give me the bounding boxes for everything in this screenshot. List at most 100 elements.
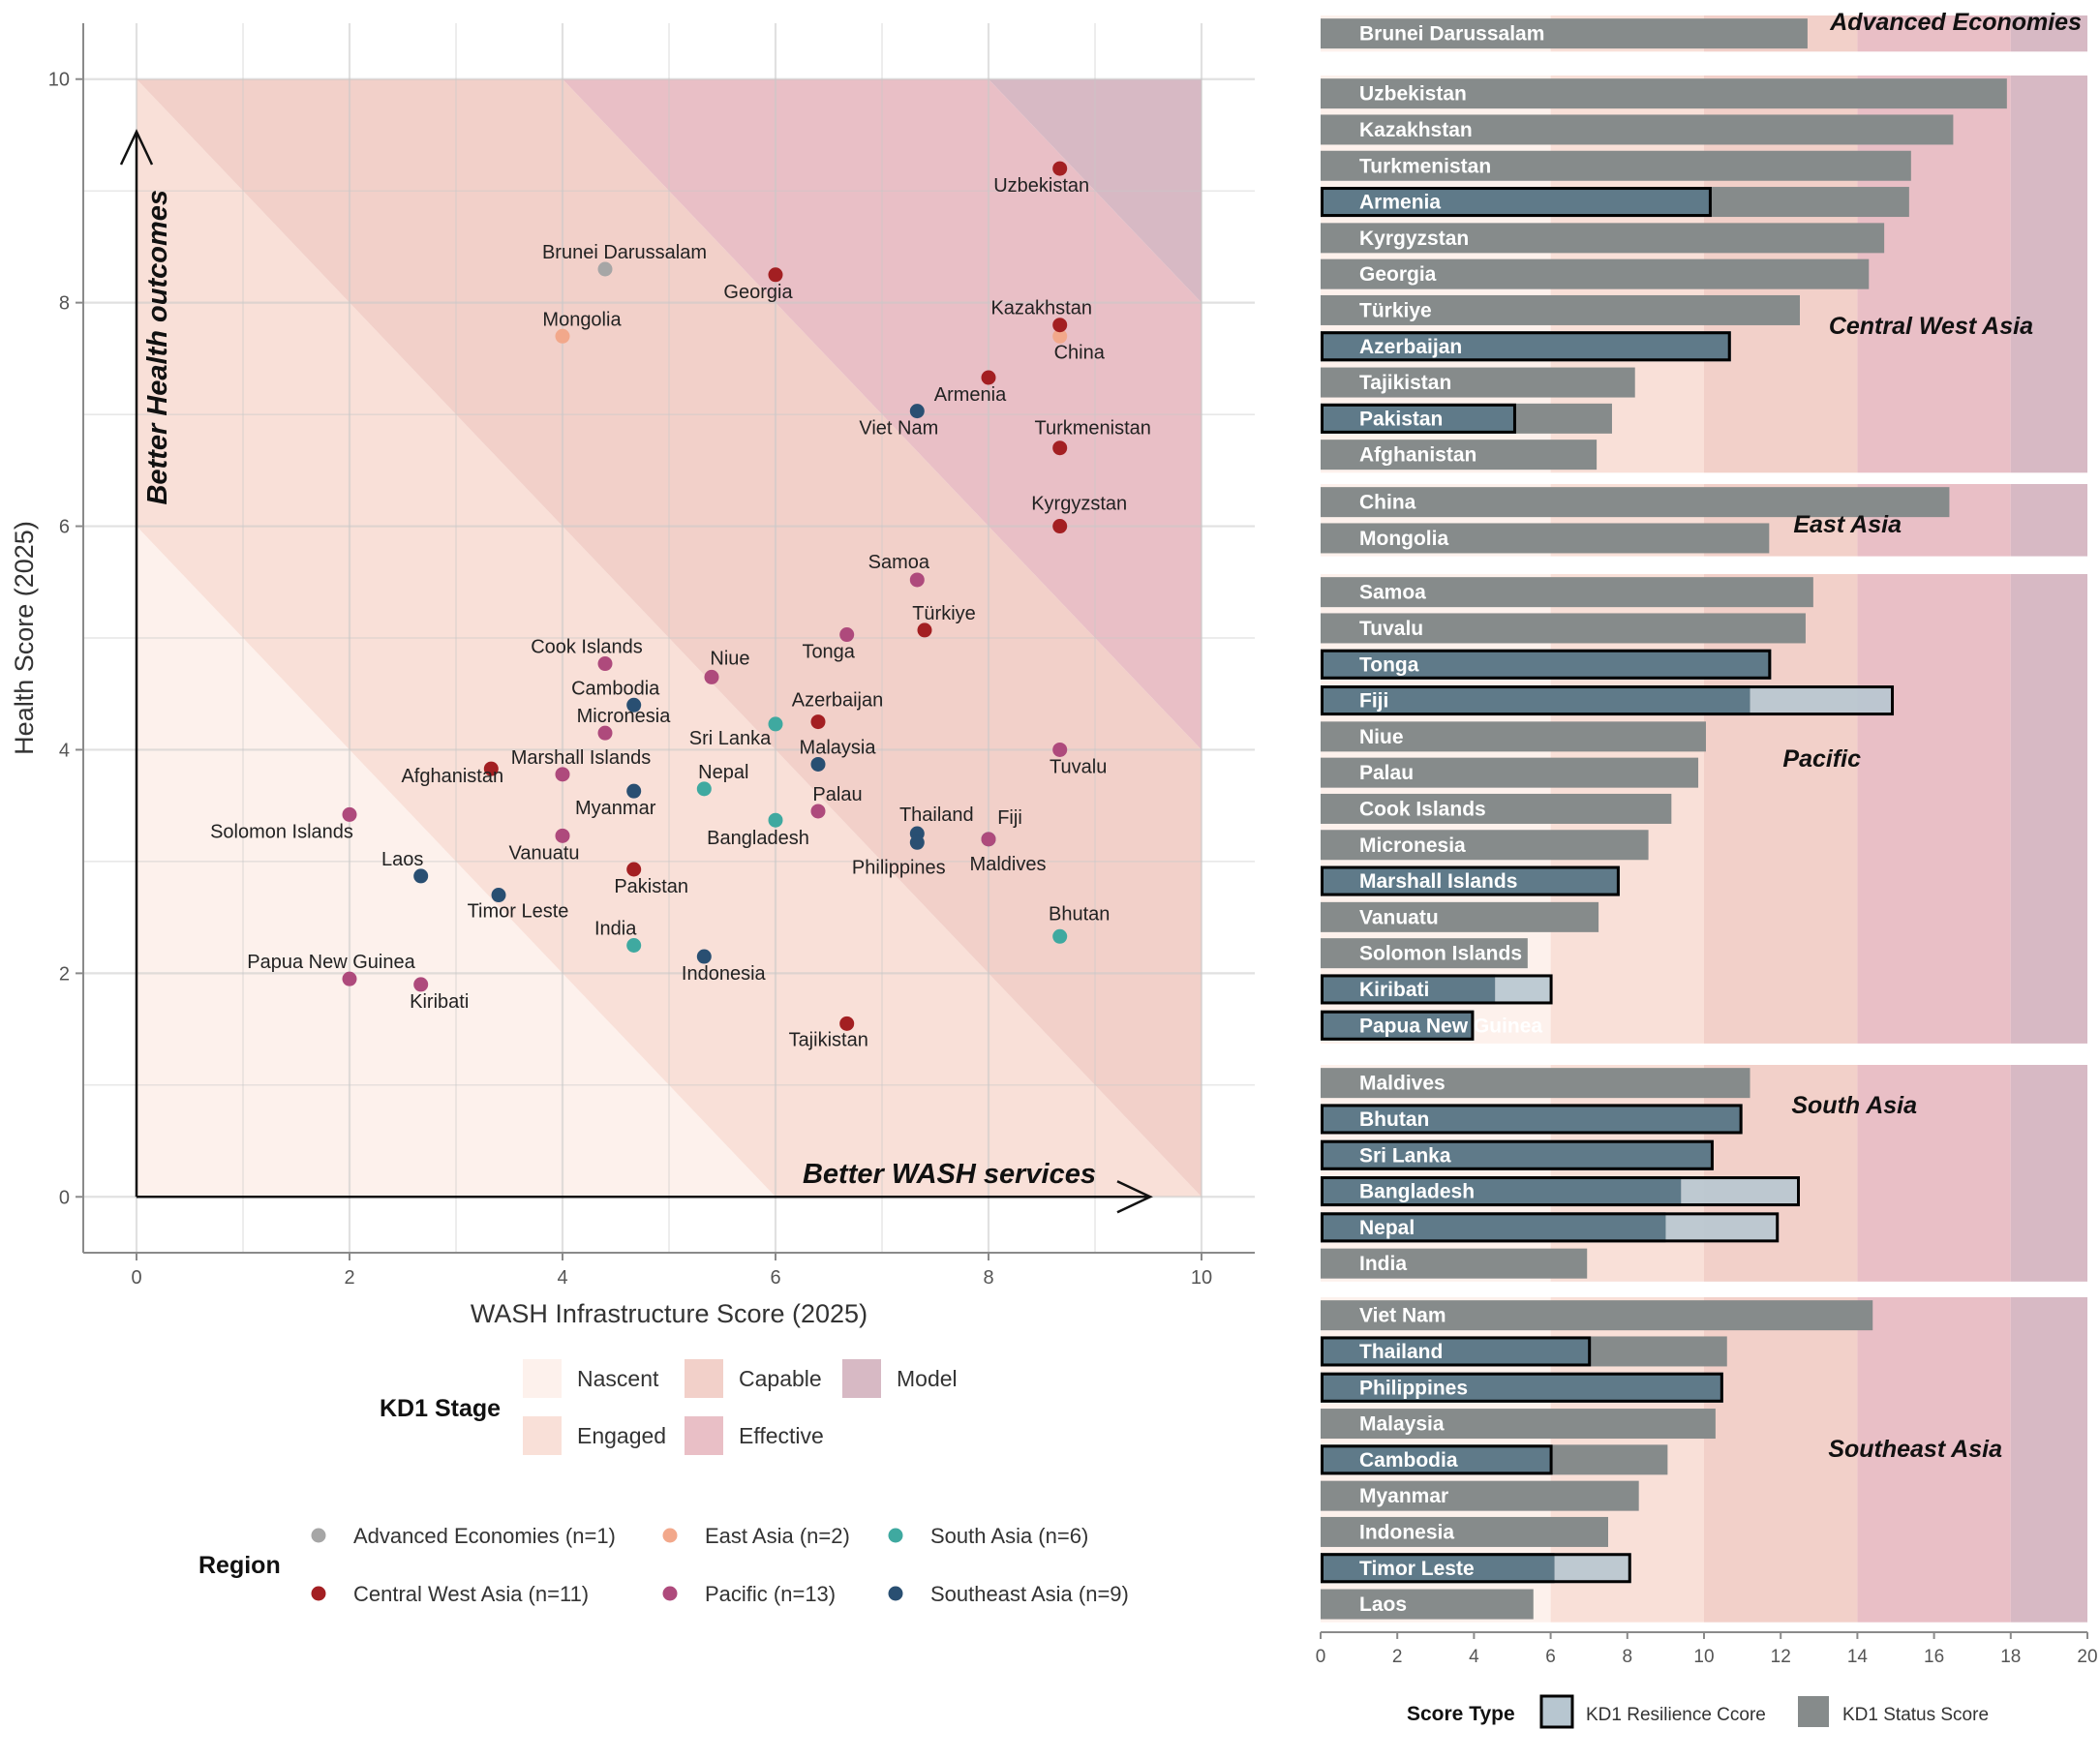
bar-group-east-asia: China Mongolia East Asia [1321,484,2087,557]
bar-row-kiribati: Kiribati [1321,974,1553,1005]
legend-stage-swatch-nascent [523,1359,562,1398]
point-label-micronesia: Micronesia [577,706,672,727]
resilience-bar-azerbaijan [1321,331,1731,362]
point-label-malaysia: Malaysia [800,737,877,758]
bar-row-afghanistan: Afghanistan [1321,440,1598,470]
resilience-bar-tonga [1321,649,1772,680]
point-marshall-islands [555,767,570,782]
point-label-indonesia: Indonesia [682,963,767,985]
bar-row-india: India [1321,1248,1588,1279]
point-label-t-rkiye: Türkiye [912,603,976,624]
status-bar-india [1321,1248,1588,1279]
ticks: 0 2 4 6 8 10 0 2 4 6 8 10 [48,70,1212,1289]
bar-label-fiji: Fiji [1359,690,1388,713]
legend-stage-label-nascent: Nascent [577,1366,659,1391]
bar-label-niue: Niue [1359,726,1404,748]
point-indonesia [696,949,712,964]
x-tick-label: 0 [131,1267,141,1289]
point-bhutan [1052,928,1068,944]
bar-stage-band-effective [1857,574,2011,1044]
bar-group-southeast-asia: Viet Nam Thailand Philippines Malaysia Cambo… [1321,1297,2087,1623]
bar-stage-band-effective [1857,1297,2011,1623]
resilience-bar-thailand [1321,1336,1592,1367]
resilience-bar-kiribati [1321,974,1553,1005]
legend-region-marker-central-west-asia-n-11 [311,1586,326,1601]
resilience-excess-kiribati [1495,974,1553,1005]
bar-stage-band-engaged [1550,1065,1704,1282]
x-tick-label: 2 [344,1267,354,1289]
bar-row-niue: Niue [1321,721,1706,752]
legend-score-swatch-resilience [1539,1694,1574,1729]
legend-region-marker-southeast-asia-n-9 [888,1586,903,1601]
x-axis-title: WASH Infrastructure Score (2025) [471,1299,867,1328]
bar-label-afghanistan: Afghanistan [1359,444,1476,467]
point-label-cambodia: Cambodia [571,678,660,699]
legend-region-marker-pacific-n-13 [662,1586,678,1601]
legend-region-label-east-asia-n-2: East Asia (n=2) [705,1524,850,1548]
point-tajikistan [839,1016,855,1031]
point-vanuatu [555,828,570,843]
point-label-philippines: Philippines [852,857,946,878]
status-bar-vanuatu [1321,901,1599,932]
point-label-laos: Laos [381,849,423,870]
resilience-overlap-timor-leste [1321,1553,1555,1584]
bar-x-tick-label: 4 [1469,1647,1479,1667]
bar-row-maldives: Maldives [1321,1068,1750,1099]
point-tonga [839,627,855,643]
wash-arrow-label: Better WASH services [803,1159,1096,1190]
bar-row-samoa: Samoa [1321,577,1813,608]
resilience-overlap-kiribati [1321,974,1496,1005]
point-label-tuvalu: Tuvalu [1050,756,1107,777]
status-bar-china [1321,487,1950,518]
bar-row-kazakhstan: Kazakhstan [1321,114,1954,145]
resilience-bar-nepal [1321,1212,1780,1243]
point-nepal [696,781,712,797]
bar-label-kazakhstan: Kazakhstan [1359,119,1473,141]
bar-label-uzbekistan: Uzbekistan [1359,83,1467,106]
legend-region-label-pacific-n-13: Pacific (n=13) [705,1582,836,1606]
bar-x-tick-label: 14 [1847,1647,1869,1667]
point-label-china: China [1054,342,1106,363]
resilience-bar-marshall-islands [1321,865,1620,896]
point-india [626,938,642,953]
status-bar-georgia [1321,258,1870,289]
bar-row-laos: Laos [1321,1589,1534,1620]
point-cook-islands [597,656,613,672]
point-label-tajikistan: Tajikistan [789,1029,868,1050]
point-label-mongolia: Mongolia [542,309,622,330]
bar-label-vanuatu: Vanuatu [1359,906,1439,928]
point-myanmar [626,783,642,799]
point-label-papua-new-guinea: Papua New Guinea [247,952,415,973]
bar-label-kyrgyzstan: Kyrgyzstan [1359,228,1469,250]
point-china [1052,328,1068,344]
resilience-bar-pakistan [1321,403,1516,434]
bar-label-bhutan: Bhutan [1359,1108,1429,1131]
bar-row-solomon-islands: Solomon Islands [1321,938,1528,969]
status-bar-mongolia [1321,523,1770,554]
resilience-overlap-armenia [1321,187,1712,218]
bar-label-viet-nam: Viet Nam [1359,1305,1446,1327]
bar-row-timor-leste: Timor Leste [1321,1553,1631,1584]
legend-kd1-stage: KD1 Stage Nascent Engaged Capable Effective M… [380,1359,958,1455]
resilience-overlap-pakistan [1321,403,1516,434]
point-label-uzbekistan: Uzbekistan [993,175,1089,197]
point-label-bangladesh: Bangladesh [707,828,809,849]
status-bar-maldives [1321,1068,1750,1099]
point-label-vanuatu: Vanuatu [508,842,579,864]
bar-x-tick-label: 6 [1545,1647,1556,1667]
status-bar-palau [1321,757,1699,788]
point-kyrgyzstan [1052,519,1068,534]
bar-stage-band-capable [1704,1297,1858,1623]
resilience-overlap-tonga [1321,649,1772,680]
point-samoa [909,572,925,588]
resilience-excess-bangladesh [1681,1176,1800,1207]
point-armenia [981,370,996,385]
bar-label-turkmenistan: Turkmenistan [1359,155,1491,177]
bar-row-t-rkiye: Türkiye [1321,294,1800,325]
resilience-bar-bhutan [1321,1104,1743,1135]
resilience-bar-fiji [1321,685,1895,716]
wash-arrow-head [1116,1180,1153,1214]
point-azerbaijan [810,714,826,730]
bar-stage-band-model [2010,1065,2087,1282]
bar-row-tonga: Tonga [1321,649,1772,680]
